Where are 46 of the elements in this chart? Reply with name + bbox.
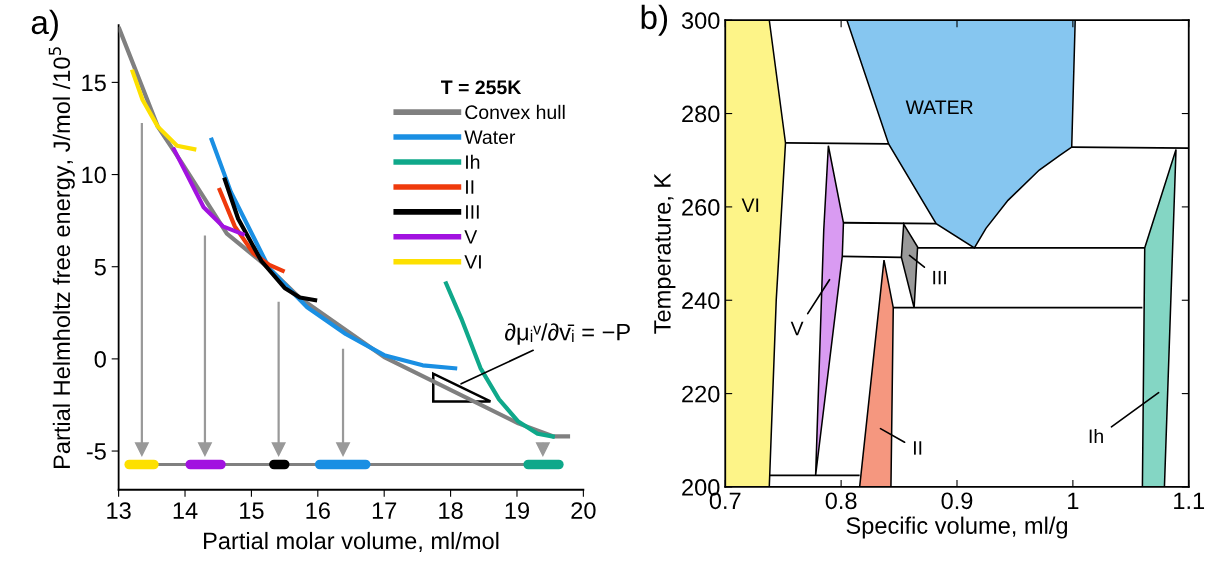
y-tick-label: 220: [682, 385, 720, 403]
x-tick-label: 20: [571, 502, 596, 519]
annotation: Ih: [1089, 428, 1103, 443]
x-tick-label: 15: [240, 502, 264, 519]
annotation: III: [933, 270, 946, 285]
x-tick-label: 13: [107, 502, 131, 519]
x-tick-label: 0.9: [941, 492, 973, 510]
x-tick-label: 16: [306, 502, 330, 519]
x-tick-label: 1.1: [1174, 492, 1205, 509]
y-tick-label: 5: [94, 259, 106, 276]
legend-label: VI: [464, 255, 481, 269]
y-tick-label: 260: [682, 198, 720, 216]
y-axis-title: Partial Helmholtz free energy, J/mol /10$^{5}$: [48, 47, 75, 468]
legend-label: Water: [464, 130, 516, 145]
chart-title: a): [31, 9, 58, 41]
annotation: II: [913, 441, 922, 455]
legend-label: V: [464, 230, 478, 244]
legend-label: Convex hull: [465, 104, 565, 120]
legend-label: III: [466, 205, 479, 219]
y-tick-label: 15: [82, 74, 106, 92]
x-tick-label: 19: [505, 502, 529, 519]
legend-label: Ih: [466, 154, 480, 169]
annotation: WATER: [905, 100, 973, 114]
legend-label: II: [466, 180, 474, 194]
annotation: VI: [741, 198, 759, 212]
line-series: [222, 175, 320, 303]
y-axis-title: Temperature, K: [654, 173, 676, 334]
x-axis-title: Specific volume, ml/g: [846, 516, 1068, 539]
y-tick-label: 0: [94, 350, 106, 368]
x-tick-label: 0.8: [825, 492, 857, 510]
x-axis-title: Partial molar volume, ml/mol: [204, 531, 499, 553]
legend-title: T = 255K: [441, 80, 522, 95]
y-tick-label: 300: [681, 12, 720, 29]
x-tick-label: 17: [372, 502, 397, 519]
x-tick-label: 14: [173, 502, 198, 519]
y-tick-label: 240: [682, 292, 720, 310]
chart-title: b): [641, 4, 668, 36]
x-tick-label: 18: [439, 502, 463, 519]
line-series: [170, 145, 247, 237]
line-series: [129, 67, 199, 152]
y-tick-label: -5: [86, 443, 106, 460]
y-tick-label: 280: [682, 105, 720, 123]
annotation: ∂μᵢᵛ/∂v̄ᵢ = −P: [505, 323, 630, 345]
y-tick-label: 10: [82, 166, 106, 184]
annotation: V: [790, 321, 804, 336]
x-tick-label: 1: [1068, 492, 1079, 509]
